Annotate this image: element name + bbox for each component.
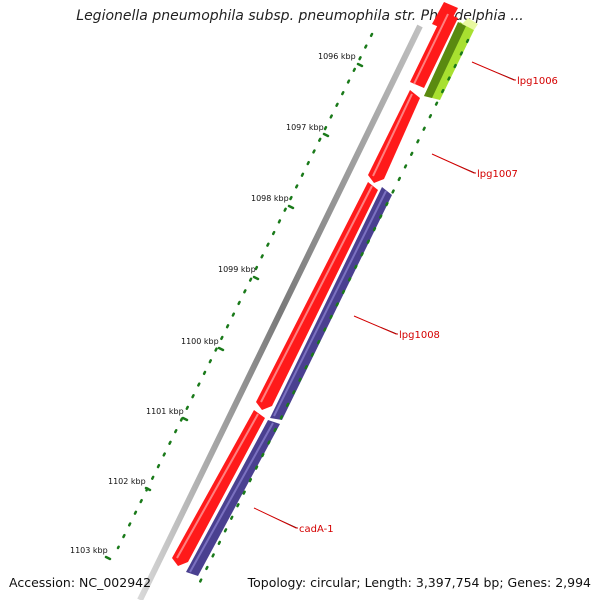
accession-text: Accession: NC_002942 xyxy=(9,575,152,590)
scale-label-1102: 1102 kbp xyxy=(108,477,146,486)
gene-labels: lpg1006 lpg1007 lpg1008 cadA-1 xyxy=(299,76,558,535)
scale-label-1103: 1103 kbp xyxy=(70,546,108,555)
reverse-cds-track xyxy=(186,187,392,576)
scale-label-1097: 1097 kbp xyxy=(286,123,324,132)
scale-label-1098: 1098 kbp xyxy=(251,194,289,203)
label-leaders xyxy=(253,61,516,529)
forward-cds-track xyxy=(172,2,458,566)
highlight-cds-track xyxy=(424,18,478,100)
scale-label-1096: 1096 kbp xyxy=(318,52,356,61)
scale-labels: 1096 kbp 1097 kbp 1098 kbp 1099 kbp 1100… xyxy=(70,52,356,555)
genome-summary-text: Topology: circular; Length: 3,397,754 bp… xyxy=(247,575,591,590)
gene-label-lpg1008[interactable]: lpg1008 xyxy=(399,330,440,341)
gene-label-lpg1007[interactable]: lpg1007 xyxy=(477,169,518,180)
gene-label-cadA-1[interactable]: cadA-1 xyxy=(299,524,334,535)
inner-scale-dots xyxy=(194,38,470,592)
map-title: Legionella pneumophila subsp. pneumophil… xyxy=(76,8,524,24)
scale-dots xyxy=(116,32,374,550)
scale-label-1100: 1100 kbp xyxy=(181,337,219,346)
scale-ticks xyxy=(104,62,364,561)
genome-backbone xyxy=(137,24,423,600)
scale-label-1101: 1101 kbp xyxy=(146,407,184,416)
gene-label-lpg1006[interactable]: lpg1006 xyxy=(517,76,558,87)
scale-label-1099: 1099 kbp xyxy=(218,265,256,274)
